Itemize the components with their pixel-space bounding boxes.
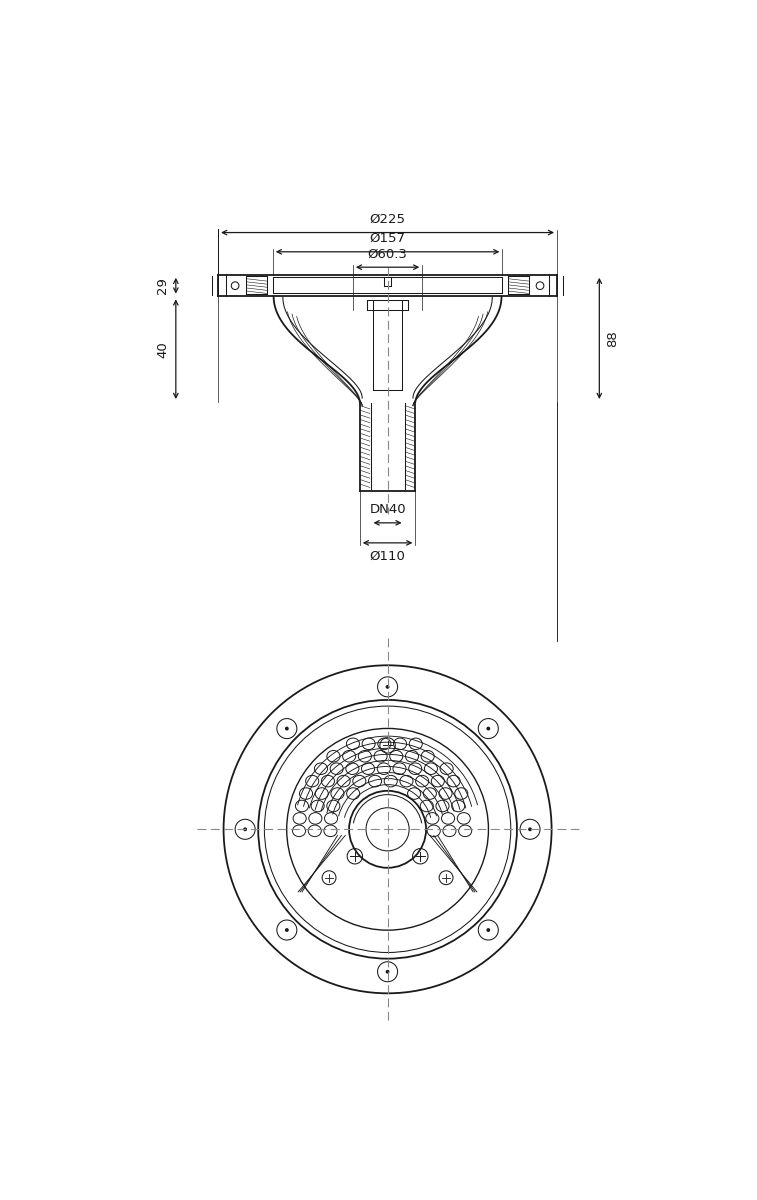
Circle shape: [285, 928, 288, 932]
Circle shape: [243, 827, 247, 832]
Circle shape: [528, 827, 532, 832]
Text: DN40: DN40: [369, 503, 406, 516]
Circle shape: [487, 928, 491, 932]
Text: 29: 29: [156, 277, 169, 294]
Text: Ø225: Ø225: [369, 212, 406, 226]
Text: Ø157: Ø157: [369, 232, 406, 245]
Circle shape: [487, 727, 491, 731]
Circle shape: [285, 727, 288, 731]
Circle shape: [385, 685, 390, 689]
Circle shape: [385, 970, 390, 973]
Text: 88: 88: [606, 330, 619, 347]
Text: Ø60.3: Ø60.3: [368, 247, 407, 260]
Text: 40: 40: [156, 341, 169, 358]
Text: Ø110: Ø110: [369, 550, 406, 563]
